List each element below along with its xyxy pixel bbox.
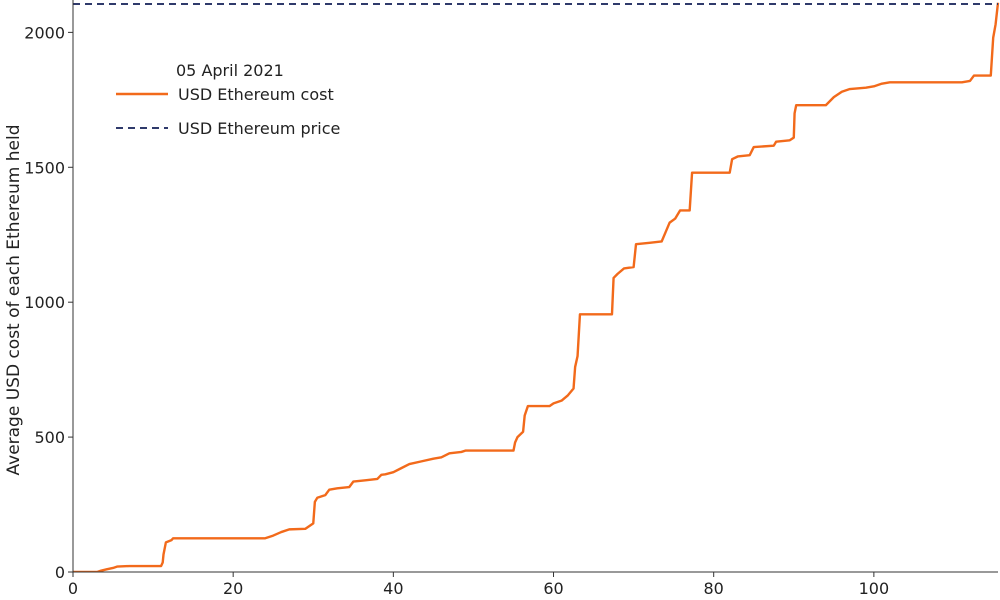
y-axis-title: Average USD cost of each Ethereum held xyxy=(4,124,24,475)
y-tick-label: 1500 xyxy=(24,158,65,177)
y-axis: 0 500 1000 1500 2000 xyxy=(24,0,74,582)
legend-title: 05 April 2021 xyxy=(176,61,284,80)
y-tick-label: 0 xyxy=(55,563,65,582)
legend-label-cost: USD Ethereum cost xyxy=(178,85,334,104)
x-tick-label: 100 xyxy=(859,579,890,598)
x-tick-label: 40 xyxy=(383,579,403,598)
y-tick-label: 500 xyxy=(34,428,65,447)
x-tick-label: 0 xyxy=(68,579,78,598)
y-tick-label: 2000 xyxy=(24,23,65,42)
plot-area xyxy=(73,2,1000,572)
x-tick-label: 20 xyxy=(223,579,243,598)
legend: 05 April 2021 USD Ethereum cost USD Ethe… xyxy=(116,61,340,138)
y-tick-label: 1000 xyxy=(24,293,65,312)
x-tick-label: 60 xyxy=(543,579,563,598)
legend-label-price: USD Ethereum price xyxy=(178,119,340,138)
series-line-cost xyxy=(73,2,1000,572)
x-axis: 0 20 40 60 80 100 xyxy=(68,571,998,598)
x-tick-label: 80 xyxy=(704,579,724,598)
